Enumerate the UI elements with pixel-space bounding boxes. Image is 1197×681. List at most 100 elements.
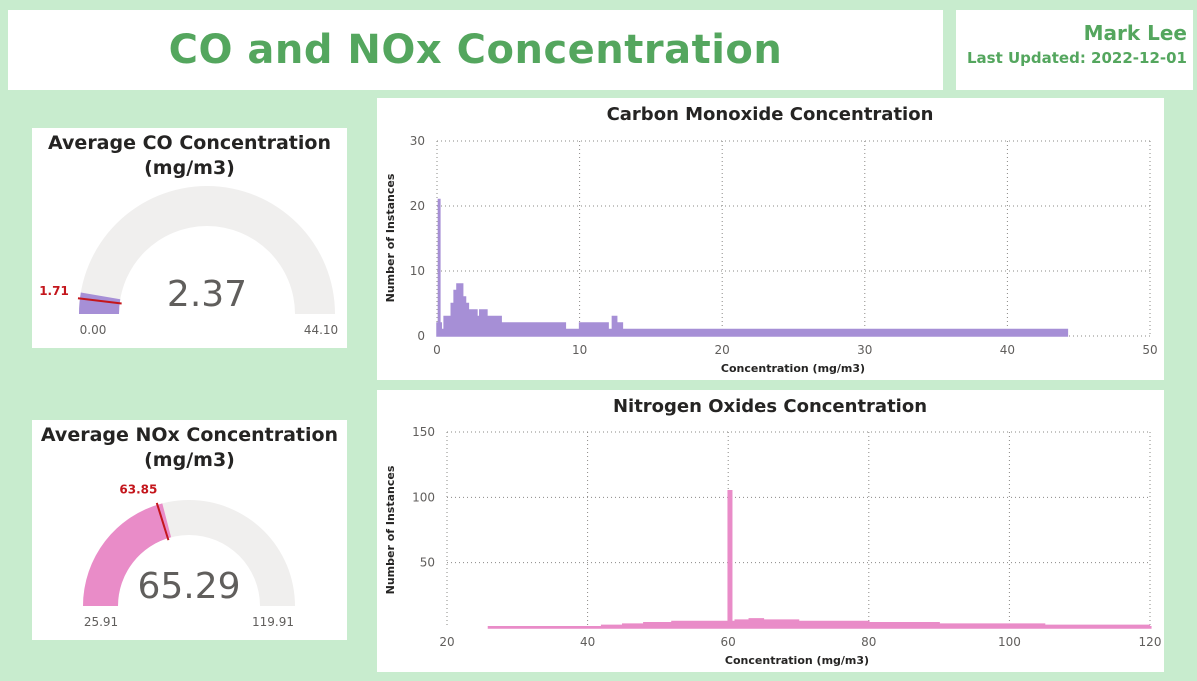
y-axis: 50 100 150	[412, 425, 435, 570]
y-tick-label: 0	[417, 329, 425, 343]
data-point	[439, 322, 441, 324]
data-point	[643, 622, 645, 624]
nox-chart-card[interactable]: Nitrogen Oxides Concentration 50 100 150 2…	[377, 390, 1164, 672]
co-series-area	[436, 198, 1069, 337]
chart-grid	[446, 431, 1151, 628]
data-point	[508, 322, 510, 324]
gauge-title-line2: (mg/m3)	[144, 449, 235, 471]
x-tick-label: 40	[580, 635, 595, 649]
page-title: CO and NOx Concentration	[168, 27, 783, 73]
data-point	[476, 316, 478, 318]
gauge-fill	[79, 292, 121, 314]
data-point	[440, 329, 442, 331]
data-point	[448, 316, 450, 318]
x-tick-label: 100	[998, 635, 1021, 649]
gauge-value: 2.37	[167, 274, 247, 315]
data-point	[459, 283, 461, 285]
data-point	[456, 283, 458, 285]
data-point	[453, 290, 455, 292]
nox-series-area	[487, 490, 1152, 629]
x-tick-label: 80	[861, 635, 876, 649]
data-point	[1009, 623, 1011, 625]
y-tick-label: 30	[410, 134, 425, 148]
x-tick-label: 20	[715, 343, 730, 357]
y-axis-label: Number of Instances	[384, 173, 397, 302]
gauge-title: Average NOx Concentration (mg/m3)	[32, 420, 347, 473]
data-point	[550, 322, 552, 324]
x-tick-label: 50	[1142, 343, 1157, 357]
gauge-track	[79, 186, 335, 314]
data-point	[727, 490, 729, 492]
data-point	[552, 626, 554, 628]
data-point	[1114, 625, 1116, 627]
data-point	[864, 329, 866, 331]
gauge-max-label: 44.10	[304, 323, 338, 337]
gauge-target-label: 1.71	[39, 284, 69, 298]
data-point	[833, 621, 835, 623]
data-point	[868, 622, 870, 624]
chart-title: Carbon Monoxide Concentration	[607, 104, 934, 125]
gauge-title: Average CO Concentration (mg/m3)	[32, 128, 347, 181]
x-axis-label: Concentration (mg/m3)	[725, 654, 869, 667]
gauge-title-line1: Average CO Concentration	[48, 132, 331, 154]
y-tick-label: 50	[420, 556, 435, 570]
gauge-max-label: 119.91	[252, 615, 294, 629]
data-point	[724, 621, 726, 623]
nox-gauge-card[interactable]: 65.29 25.91 119.91 63.85 Average NOx Con…	[32, 420, 347, 640]
data-point	[612, 316, 614, 318]
nox-series-marks	[488, 490, 1150, 627]
y-axis-label: Number of Instances	[384, 465, 397, 594]
gauge-target-label: 63.85	[119, 482, 157, 496]
y-axis: 0 10 20 30	[410, 134, 425, 343]
data-point	[579, 322, 581, 324]
data-point	[479, 309, 481, 311]
data-point	[622, 623, 624, 625]
data-point	[443, 316, 445, 318]
co-gauge: 2.37 0.00 44.10 1.71	[39, 186, 338, 337]
data-point	[671, 621, 673, 623]
data-point	[657, 622, 659, 624]
gauge-min-label: 25.91	[84, 615, 118, 629]
data-point	[522, 322, 524, 324]
data-point	[616, 322, 618, 324]
data-point	[486, 316, 488, 318]
y-tick-label: 100	[412, 490, 435, 504]
data-point	[1079, 625, 1081, 627]
gauge-target-line	[155, 502, 170, 541]
gauge-fill	[83, 503, 172, 606]
data-point	[436, 322, 438, 324]
data-point	[1148, 626, 1150, 628]
co-chart-card[interactable]: Carbon Monoxide Concentration 0 10 20 30 0 1…	[377, 98, 1164, 380]
data-point	[517, 626, 519, 628]
gauge-min-label: 0.00	[80, 323, 107, 337]
x-tick-label: 30	[857, 343, 872, 357]
chart-title: Nitrogen Oxides Concentration	[613, 396, 927, 417]
title-card: CO and NOx Concentration	[8, 10, 943, 90]
co-gauge-card[interactable]: 2.37 0.00 44.10 1.71 Average CO Concentr…	[32, 128, 347, 348]
co-series-marks	[436, 199, 1066, 331]
nox-histogram-chart: Nitrogen Oxides Concentration 50 100 150 2…	[384, 396, 1161, 667]
x-tick-label: 10	[572, 343, 587, 357]
data-point	[1065, 329, 1067, 331]
data-point	[500, 322, 502, 324]
data-point	[622, 329, 624, 331]
gauge-title-line1: Average NOx Concentration	[40, 424, 339, 446]
data-point	[593, 322, 595, 324]
data-point	[973, 623, 975, 625]
data-point	[734, 619, 736, 621]
nox-gauge: 65.29 25.91 119.91 63.85	[83, 482, 295, 629]
gauge-title-line2: (mg/m3)	[144, 157, 235, 179]
data-point	[636, 329, 638, 331]
x-tick-label: 0	[433, 343, 441, 357]
data-point	[565, 329, 567, 331]
data-point	[713, 621, 715, 623]
data-point	[721, 329, 723, 331]
x-tick-label: 40	[1000, 343, 1015, 357]
x-axis: 20 40 60 80 100 120	[439, 635, 1161, 649]
co-histogram-chart: Carbon Monoxide Concentration 0 10 20 30 0 1…	[384, 104, 1158, 375]
data-point	[438, 199, 440, 201]
data-point	[488, 626, 490, 628]
author-name: Mark Lee	[1083, 21, 1187, 45]
x-tick-label: 20	[439, 635, 454, 649]
data-point	[536, 322, 538, 324]
